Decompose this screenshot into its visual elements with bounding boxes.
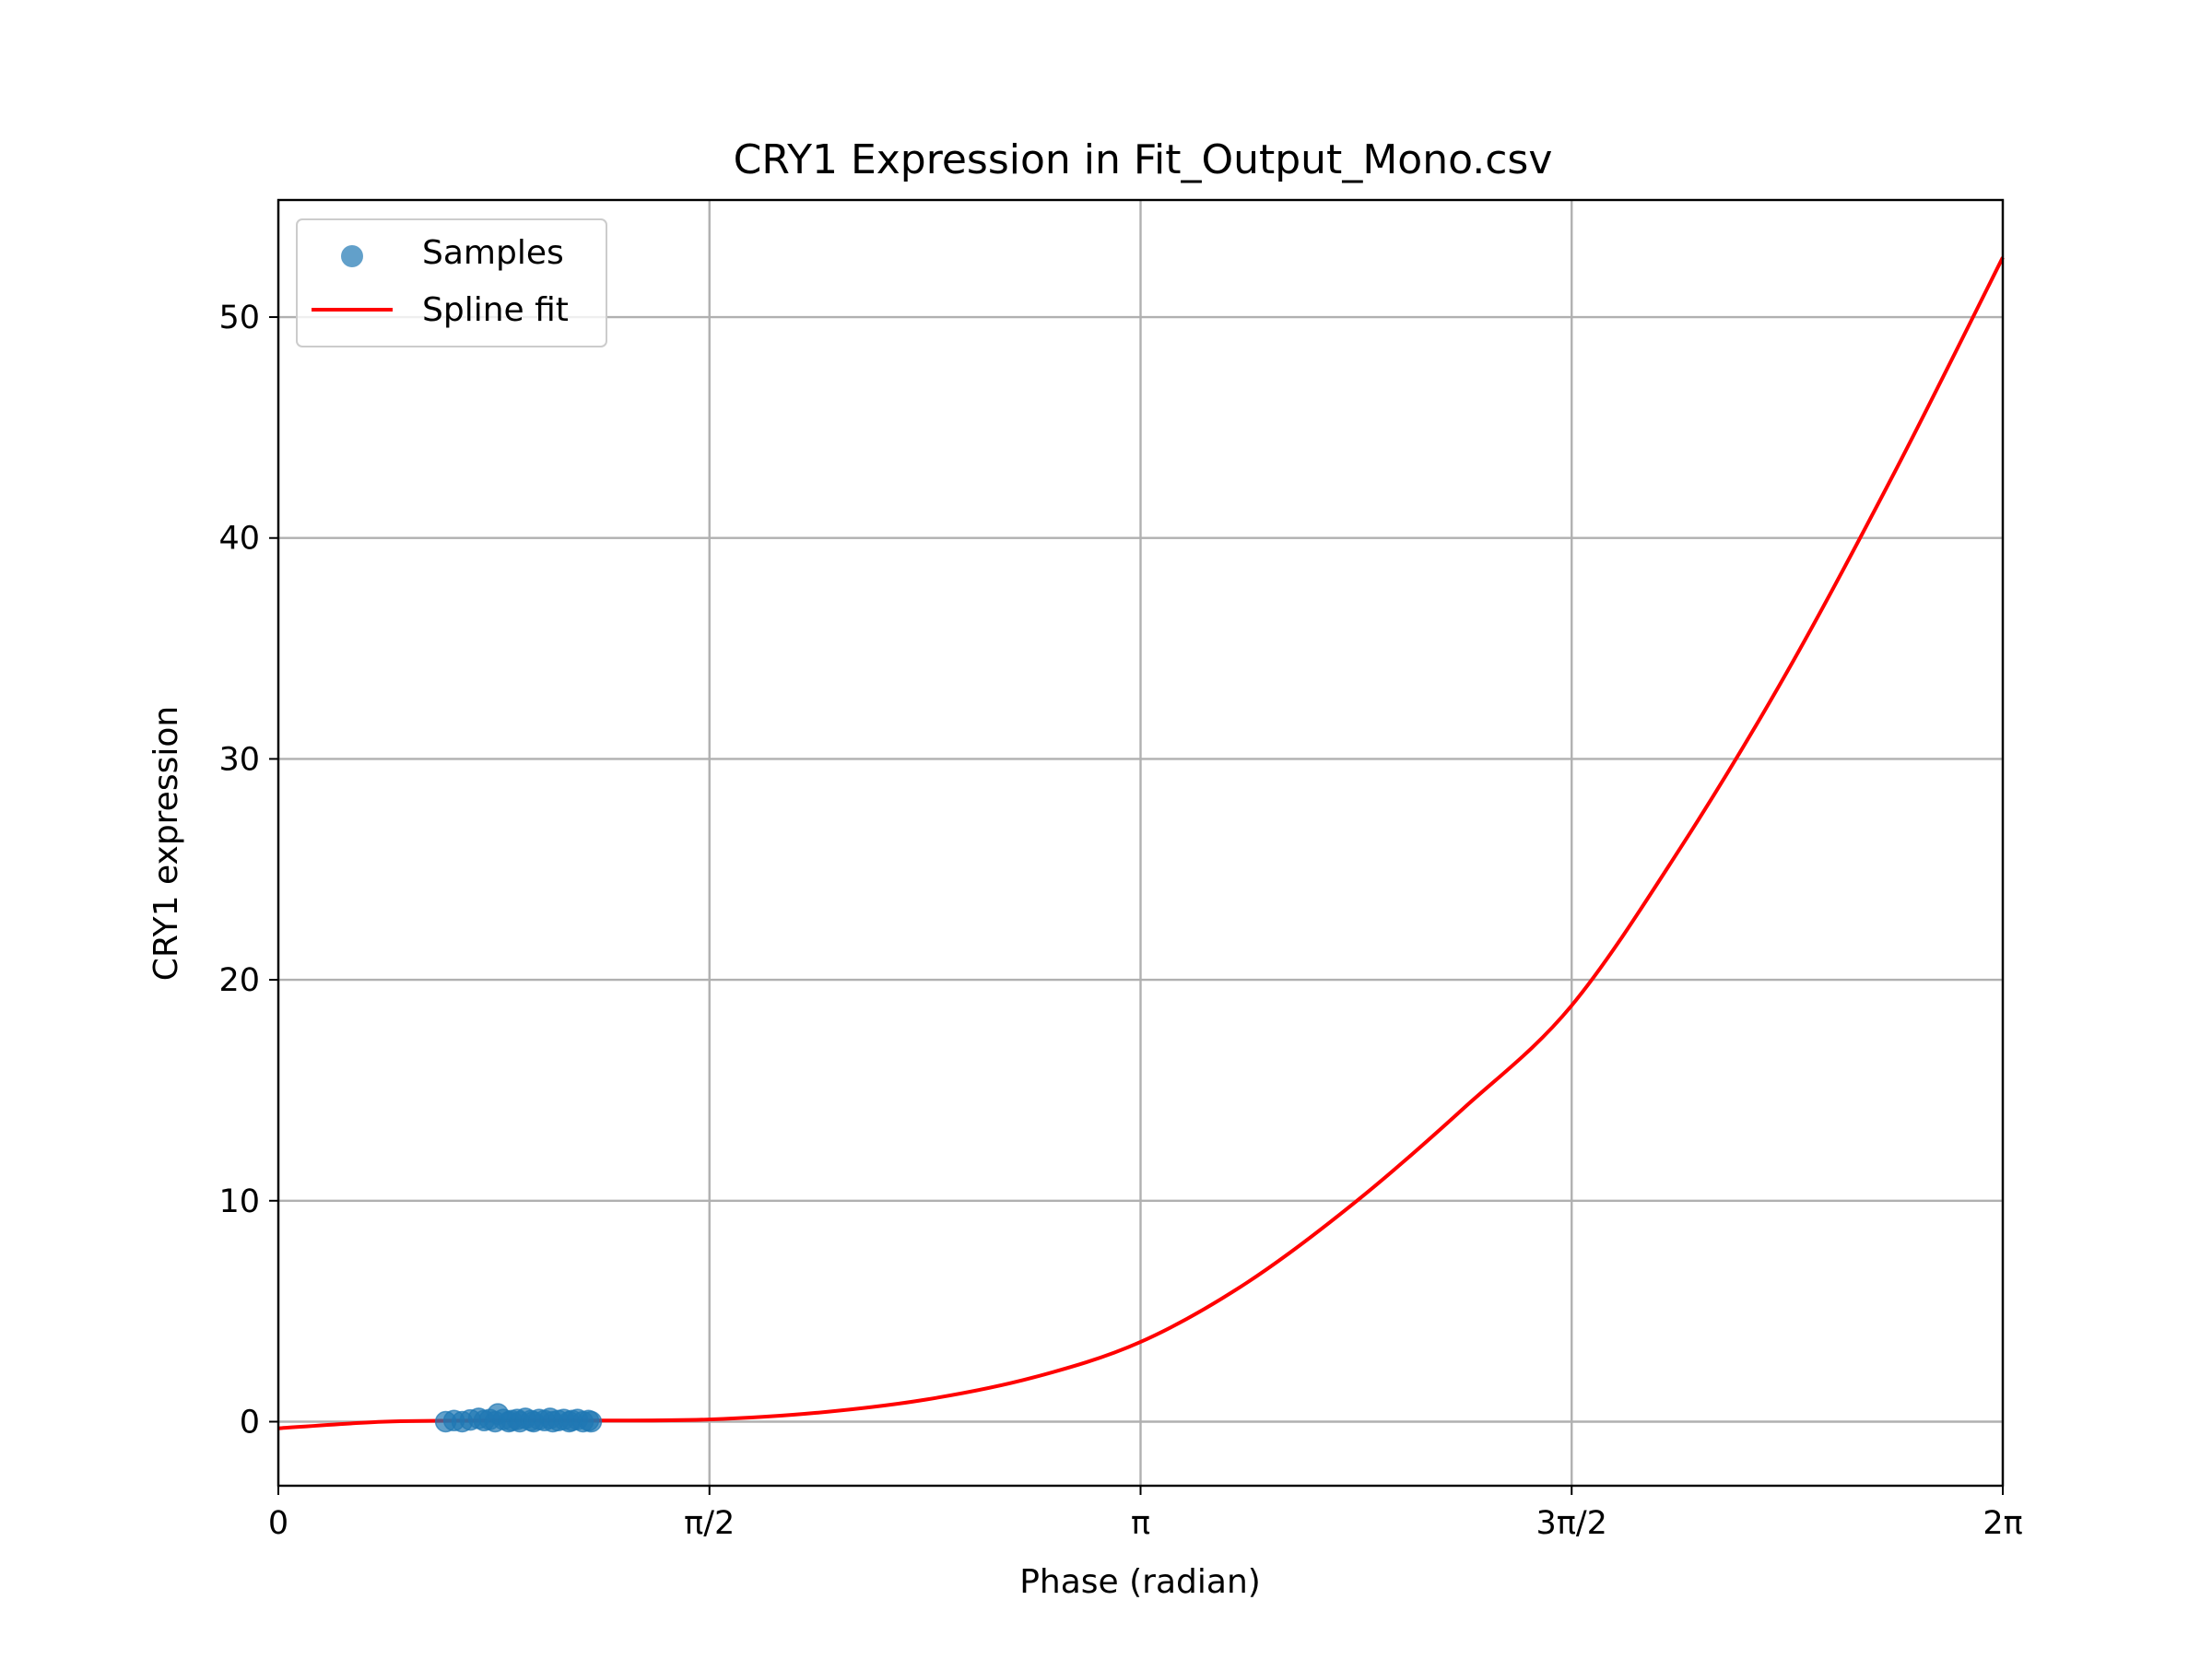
legend-label-spline-fit: Spline fit <box>422 291 569 329</box>
y-tick-label: 50 <box>218 300 260 336</box>
grid-lines <box>276 200 2005 1486</box>
y-tick-label: 10 <box>218 1183 260 1220</box>
y-tick-label: 30 <box>218 741 260 778</box>
chart-title: CRY1 Expression in Fit_Output_Mono.csv <box>734 136 1553 183</box>
x-tick-label: 3π/2 <box>1536 1505 1607 1542</box>
legend-label-samples: Samples <box>422 234 564 272</box>
legend: Samples Spline fit <box>296 218 607 347</box>
spline-fit-series <box>277 256 2005 1430</box>
legend-box <box>296 218 607 347</box>
y-tick-label: 40 <box>218 521 260 558</box>
x-tick-label: 0 <box>268 1505 288 1542</box>
y-tick-label: 20 <box>218 962 260 999</box>
legend-marker-samples <box>341 245 363 267</box>
x-tick-label: π/2 <box>684 1505 735 1542</box>
x-tick-label: π <box>1131 1505 1150 1542</box>
y-axis-label: CRY1 expression <box>147 706 185 981</box>
samples-series <box>434 1403 603 1433</box>
sample-point <box>580 1410 603 1433</box>
x-axis: 0 π/2 π 3π/2 2π <box>268 1486 2023 1542</box>
y-tick-label: 0 <box>240 1404 260 1441</box>
x-axis-label: Phase (radian) <box>1019 1563 1261 1601</box>
x-tick-label: 2π <box>1983 1505 2022 1542</box>
y-axis: 0 10 20 30 40 50 <box>218 300 278 1441</box>
spline-fit-line <box>277 256 2005 1430</box>
